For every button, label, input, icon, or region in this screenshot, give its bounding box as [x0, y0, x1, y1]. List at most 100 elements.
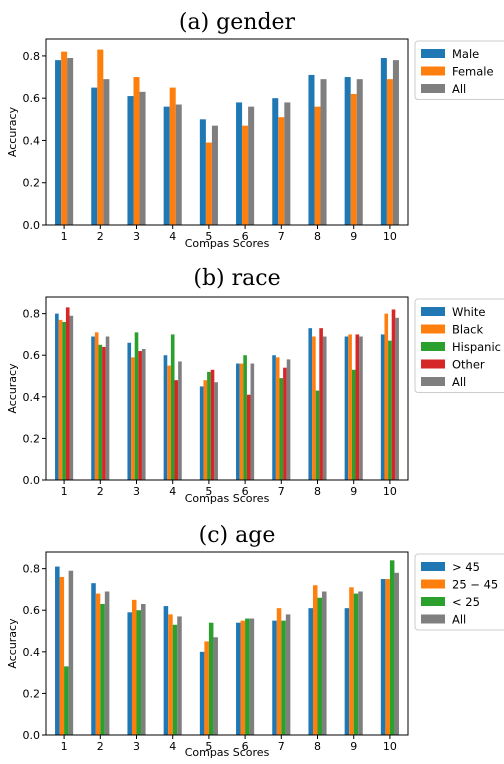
legend-box [414, 298, 504, 393]
bar-other-2 [102, 346, 106, 480]
bar-black-1 [58, 319, 63, 481]
bar-black-6 [239, 363, 244, 480]
bar-all-9 [356, 79, 363, 225]
bar-white-2 [91, 336, 95, 480]
legend-label: Other [452, 358, 485, 372]
bar-black-4 [167, 365, 171, 481]
bar-all-5 [211, 125, 218, 225]
y-axis-label: Accuracy [6, 363, 19, 414]
bar-45-3 [127, 612, 132, 735]
x-tick-label: 5 [205, 740, 212, 753]
bar-all-3 [141, 348, 146, 480]
bar-other-1 [65, 307, 70, 480]
bar-all-10 [392, 60, 399, 225]
bar-female-4 [169, 87, 176, 225]
bar-hispanic-6 [243, 355, 247, 480]
bar-all-1 [69, 315, 74, 480]
bar-hispanic-4 [170, 334, 175, 480]
bar-25-4 [172, 624, 178, 735]
bar-45-4 [163, 606, 169, 735]
legend-label: Female [452, 65, 494, 79]
legend-swatch [421, 307, 445, 316]
bar-45-2 [91, 583, 96, 735]
x-tick-label: 8 [314, 230, 321, 243]
y-tick-label: 0.2 [23, 432, 41, 445]
bar-other-3 [138, 351, 142, 480]
y-tick-label: 0.8 [23, 308, 41, 321]
bar-female-9 [350, 93, 357, 225]
x-tick-label: 8 [314, 740, 321, 753]
y-tick-label: 0.6 [23, 92, 41, 105]
x-tick-label: 4 [169, 740, 176, 753]
x-tick-label: 6 [242, 485, 249, 498]
bar-2545-2 [95, 593, 101, 735]
chart-title: (b) race [193, 266, 280, 291]
legend-swatch [421, 49, 445, 58]
bar-all-3 [139, 91, 146, 225]
bar-2545-5 [204, 641, 209, 735]
bar-hispanic-3 [134, 332, 139, 480]
y-tick-label: 0.8 [23, 563, 41, 576]
y-tick-label: 0.0 [23, 219, 41, 232]
bar-2545-8 [312, 585, 318, 735]
bar-all-5 [214, 382, 218, 480]
bar-hispanic-9 [351, 369, 356, 480]
bar-other-10 [391, 309, 396, 480]
bar-2545-4 [168, 614, 173, 735]
bar-white-7 [272, 355, 276, 480]
bar-other-6 [246, 394, 251, 480]
y-tick-label: 0.0 [23, 474, 41, 487]
bar-all-7 [286, 359, 291, 480]
bar-all-1 [67, 58, 74, 225]
bar-45-1 [55, 566, 60, 735]
plot-frame [45, 38, 409, 226]
bar-white-8 [308, 328, 313, 480]
y-tick-label: 0.0 [23, 729, 41, 742]
chart-title: (c) age [199, 523, 276, 548]
x-tick-label: 5 [205, 230, 212, 243]
y-tick-label: 0.6 [23, 349, 41, 362]
y-tick-label: 0.4 [23, 646, 41, 659]
x-tick-label: 3 [133, 485, 140, 498]
bar-all-10 [394, 572, 399, 735]
bar-black-9 [348, 334, 352, 480]
x-tick-label: 9 [350, 740, 357, 753]
bar-45-6 [236, 622, 241, 735]
x-tick-label: 4 [169, 485, 176, 498]
bar-25-10 [389, 560, 395, 735]
bar-white-4 [163, 355, 168, 480]
legend-swatch [421, 342, 445, 351]
x-tick-label: 3 [133, 230, 140, 243]
bar-all-8 [322, 336, 327, 480]
y-axis-label: Accuracy [6, 618, 19, 669]
bar-female-5 [205, 142, 212, 225]
bar-white-3 [127, 342, 132, 480]
bar-female-1 [61, 51, 68, 226]
legend-label: All [452, 82, 466, 96]
bar-2545-7 [276, 608, 282, 735]
x-tick-label: 1 [61, 230, 68, 243]
bar-45-8 [308, 608, 313, 735]
bar-all-5 [213, 637, 218, 735]
x-tick-label: 9 [350, 230, 357, 243]
bar-white-9 [344, 336, 349, 480]
bar-black-10 [384, 313, 389, 480]
bar-hispanic-2 [98, 344, 103, 480]
bar-25-5 [208, 622, 214, 735]
x-tick-label: 5 [205, 485, 212, 498]
bar-female-10 [386, 79, 393, 225]
x-tick-label: 10 [383, 230, 397, 243]
bar-white-6 [236, 363, 240, 480]
x-tick-label: 10 [383, 485, 397, 498]
y-tick-label: 0.4 [23, 134, 41, 147]
bar-2545-3 [131, 599, 137, 735]
legend-label: White [452, 305, 485, 319]
bar-45-10 [380, 579, 386, 735]
x-tick-label: 1 [61, 485, 68, 498]
x-axis-label: Compas Scores [185, 746, 270, 759]
bar-female-3 [133, 77, 140, 225]
legend-label: < 25 [452, 595, 480, 609]
plot-frame [45, 551, 409, 736]
chart-panel-0: (a) gender 0.0 0.2 0.4 0.6 0.8 1 2 3 4 5 6 7 8 9 10 Comp… [6, 10, 504, 250]
